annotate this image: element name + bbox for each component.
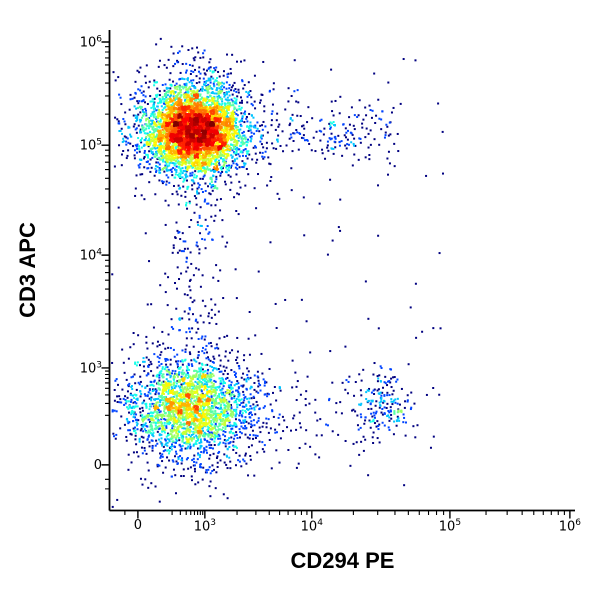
plot-area (110, 30, 575, 510)
y-tick-label: 103 (79, 360, 102, 377)
x-tick-label: 106 (558, 518, 582, 535)
x-tick-label: 0 (133, 518, 143, 533)
y-tick-label: 104 (79, 247, 102, 264)
x-tick-label: 104 (300, 518, 323, 535)
y-axis-title-wrap: CD3 APC (2, 30, 54, 510)
y-axis-title: CD3 APC (15, 222, 41, 318)
x-axis-title: CD294 PE (290, 548, 395, 573)
x-tick-label: 105 (438, 518, 462, 535)
x-tick-label: 103 (193, 518, 216, 535)
y-tick-label: 0 (93, 457, 102, 473)
y-tick-label: 105 (79, 137, 102, 154)
y-tick-label: 106 (79, 34, 102, 51)
density-dot-layer (110, 30, 575, 510)
